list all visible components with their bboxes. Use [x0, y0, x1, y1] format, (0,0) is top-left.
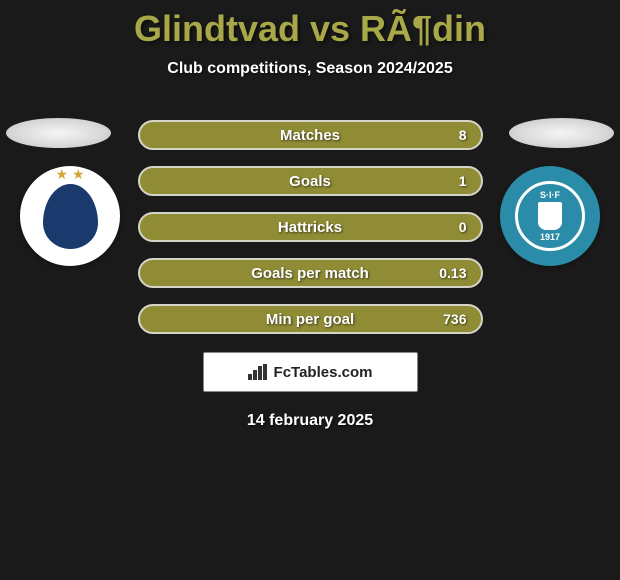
subtitle: Club competitions, Season 2024/2025: [0, 60, 620, 78]
player-shadow-right: [509, 118, 614, 148]
stat-label: Goals: [289, 173, 331, 190]
stat-value: 1: [459, 173, 467, 189]
date-label: 14 february 2025: [0, 412, 620, 430]
stat-row-goals-per-match: Goals per match 0.13: [138, 258, 483, 288]
shield-icon: [538, 202, 562, 230]
stars-icon: ★ ★: [43, 166, 98, 183]
stat-label: Goals per match: [251, 265, 369, 282]
stat-value: 736: [443, 311, 466, 327]
badge-ring-icon: S·I·F 1917: [515, 181, 585, 251]
club-logo-right: S·I·F 1917: [500, 166, 600, 266]
page-title: Glindtvad vs RÃ¶din: [0, 0, 620, 50]
stat-label: Hattricks: [278, 219, 342, 236]
stat-label: Matches: [280, 127, 340, 144]
stat-row-goals: Goals 1: [138, 166, 483, 196]
stat-row-min-per-goal: Min per goal 736: [138, 304, 483, 334]
club-year: 1917: [540, 232, 560, 242]
stat-row-hattricks: Hattricks 0: [138, 212, 483, 242]
branding-badge: FcTables.com: [203, 352, 418, 392]
club-logo-left: ★ ★: [20, 166, 120, 266]
bar-chart-icon: [248, 364, 268, 380]
player-shadow-left: [6, 118, 111, 148]
stat-value: 0: [459, 219, 467, 235]
stat-value: 0.13: [439, 265, 466, 281]
branding-text: FcTables.com: [274, 364, 373, 381]
content-area: ★ ★ S·I·F 1917 Matches 8 Goals 1 Hattric…: [0, 108, 620, 430]
stat-value: 8: [459, 127, 467, 143]
stat-label: Min per goal: [266, 311, 354, 328]
club-letters: S·I·F: [540, 190, 560, 200]
shield-icon: [43, 184, 98, 249]
stat-row-matches: Matches 8: [138, 120, 483, 150]
stats-list: Matches 8 Goals 1 Hattricks 0 Goals per …: [138, 108, 483, 334]
